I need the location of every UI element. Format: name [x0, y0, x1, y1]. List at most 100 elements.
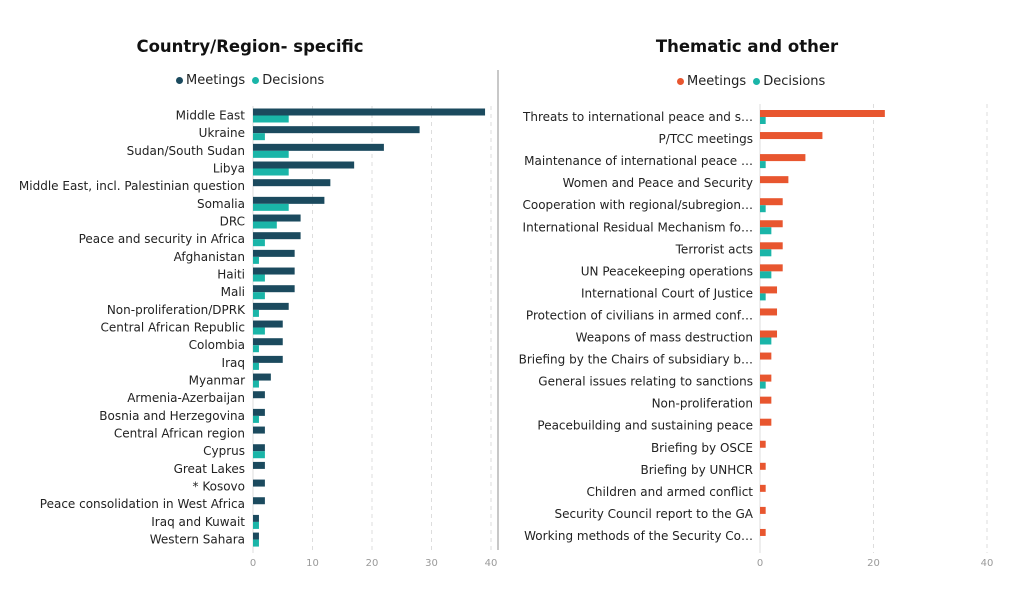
left-decisions-bar: [253, 309, 259, 317]
left-category-label: Myanmar: [189, 374, 245, 388]
left-legend-meetings: Meetings: [176, 73, 245, 88]
left-category-label: Central African region: [114, 427, 245, 441]
left-category-label: Cyprus: [203, 444, 245, 458]
left-category-label: Sudan/South Sudan: [127, 144, 245, 158]
right-meetings-bar: [760, 220, 783, 228]
left-category-label: Central African Republic: [101, 321, 245, 335]
left-meetings-bar: [253, 373, 271, 381]
right-category-label: Maintenance of international peace …: [524, 154, 753, 168]
right-meetings-bar: [760, 242, 783, 250]
left-category-label: Peace consolidation in West Africa: [40, 497, 245, 511]
left-category-label: Mali: [221, 285, 245, 299]
right-category-label: Working methods of the Security Co…: [524, 529, 753, 543]
right-category-label: Cooperation with regional/subregion…: [522, 198, 753, 212]
right-meetings-bar: [760, 198, 783, 206]
right-category-label: Briefing by the Chairs of subsidiary b…: [519, 353, 753, 367]
left-legend-decisions-dot: [252, 77, 260, 84]
left-decisions-bar: [253, 133, 265, 141]
right-legend-meetings-label: Meetings: [687, 74, 747, 89]
left-category-label: Non-proliferation/DPRK: [107, 303, 246, 317]
right-meetings-bar: [760, 330, 778, 338]
right-category-label: Briefing by OSCE: [651, 441, 753, 455]
left-decisions-bar: [253, 362, 259, 370]
left-meetings-bar: [253, 302, 289, 310]
left-meetings-bar: [253, 338, 283, 346]
left-legend-meetings-dot: [176, 77, 183, 84]
right-meetings-bar: [760, 176, 789, 184]
left-x-tick-label: 30: [425, 558, 438, 569]
right-category-label: Threats to international peace and s…: [522, 110, 753, 124]
left-chart-title: Country/Region- specific: [136, 37, 364, 56]
right-legend-decisions-dot: [753, 78, 761, 85]
left-category-label: Libya: [213, 162, 245, 176]
left-meetings-bar: [253, 444, 265, 452]
right-meetings-bar: [760, 308, 778, 316]
right-meetings-bar: [760, 418, 772, 426]
right-category-label: Terrorist acts: [675, 242, 753, 256]
right-meetings-bar: [760, 132, 823, 140]
left-x-tick-label: 20: [366, 558, 379, 569]
right-meetings-bar: [760, 484, 766, 492]
left-category-label: Middle East, incl. Palestinian question: [19, 179, 245, 193]
left-meetings-bar: [253, 126, 420, 134]
right-legend-decisions-label: Decisions: [763, 74, 826, 89]
left-meetings-bar: [253, 514, 259, 522]
left-meetings-bar: [253, 143, 384, 151]
right-meetings-bar: [760, 110, 885, 117]
left-category-label: Ukraine: [199, 126, 245, 140]
left-category-label: Somalia: [197, 197, 245, 211]
left-legend-decisions-label: Decisions: [262, 73, 325, 88]
left-meetings-bar: [253, 108, 486, 116]
right-category-label: International Residual Mechanism fo…: [523, 220, 753, 234]
left-category-label: Afghanistan: [174, 250, 245, 264]
left-decisions-bar: [253, 150, 289, 158]
right-category-label: Security Council report to the GA: [555, 507, 754, 521]
right-category-label: P/TCC meetings: [659, 132, 753, 146]
left-category-label: Haiti: [217, 268, 245, 282]
left-meetings-bar: [253, 391, 265, 399]
right-category-label: Non-proliferation: [652, 397, 753, 411]
left-meetings-bar: [253, 461, 265, 469]
right-meetings-bar: [760, 264, 783, 272]
left-category-label: Great Lakes: [174, 462, 245, 476]
left-meetings-bar: [253, 232, 301, 240]
left-category-label: Colombia: [189, 338, 245, 352]
right-meetings-bar: [760, 396, 772, 404]
left-decisions-bar: [253, 327, 265, 335]
right-meetings-bar: [760, 154, 806, 162]
right-category-label: Weapons of mass destruction: [576, 331, 753, 345]
left-meetings-bar: [253, 497, 265, 505]
left-decisions-bar: [253, 274, 265, 282]
left-category-label: Iraq and Kuwait: [151, 515, 245, 529]
left-meetings-bar: [253, 179, 331, 187]
left-decisions-bar: [253, 221, 277, 229]
left-decisions-bar: [253, 380, 259, 388]
right-meetings-bar: [760, 374, 772, 382]
left-x-tick-label: 0: [250, 558, 256, 569]
left-meetings-bar: [253, 320, 283, 328]
right-legend: Meetings Decisions: [677, 74, 829, 89]
right-category-label: General issues relating to sanctions: [538, 375, 753, 389]
right-legend-meetings-dot: [677, 78, 684, 85]
left-decisions-bar: [253, 451, 265, 459]
right-meetings-bar: [760, 352, 772, 360]
right-category-label: Women and Peace and Security: [563, 176, 753, 190]
left-decisions-bar: [253, 539, 259, 547]
left-meetings-bar: [253, 285, 295, 293]
right-category-label: Briefing by UNHCR: [640, 463, 753, 477]
left-meetings-bar: [253, 426, 265, 434]
right-category-label: UN Peacekeeping operations: [581, 264, 753, 278]
left-decisions-bar: [253, 168, 289, 176]
left-decisions-bar: [253, 239, 265, 247]
left-legend-meetings-label: Meetings: [186, 73, 246, 88]
right-decisions-bar: [760, 249, 772, 257]
left-category-label: DRC: [220, 215, 245, 229]
left-category-label: * Kosovo: [193, 480, 245, 494]
right-decisions-bar: [760, 205, 766, 213]
left-decisions-bar: [253, 292, 265, 300]
left-decisions-bar: [253, 521, 259, 529]
left-decisions-bar: [253, 203, 289, 211]
left-x-tick-label: 40: [485, 558, 498, 569]
